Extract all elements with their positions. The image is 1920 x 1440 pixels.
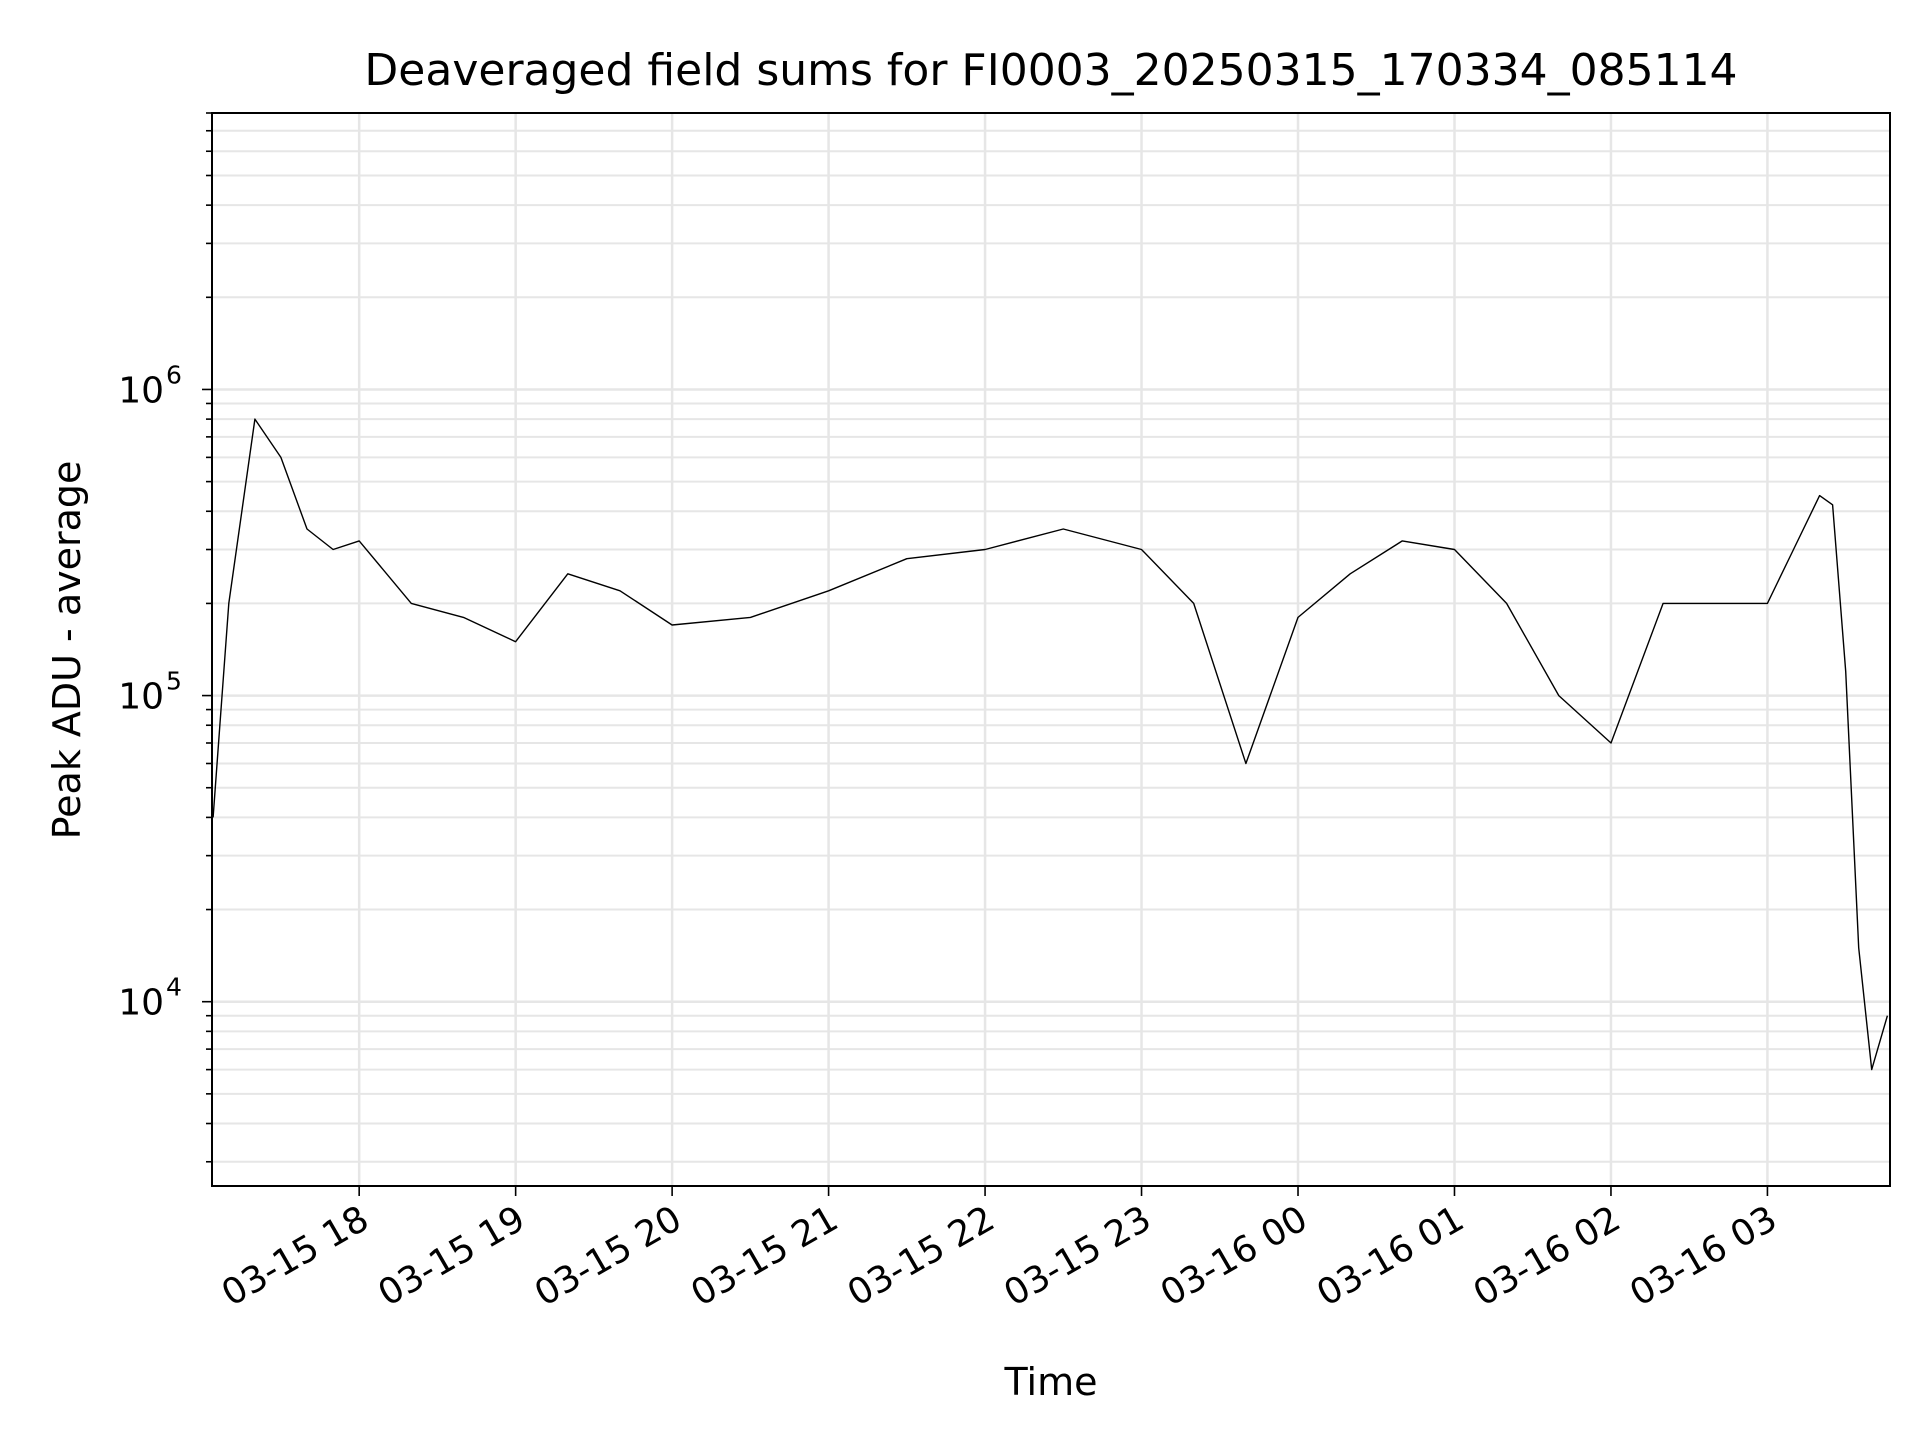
y-tick-label: 10 bbox=[118, 983, 164, 1024]
chart-title: Deaveraged field sums for FI0003_2025031… bbox=[364, 45, 1737, 96]
y-tick-label-exponent: 5 bbox=[166, 667, 182, 696]
plot-frame bbox=[211, 112, 1891, 1187]
series-line-0 bbox=[212, 418, 1889, 1071]
series-line-group bbox=[212, 418, 1889, 1071]
y-tick-label-exponent: 6 bbox=[166, 360, 182, 389]
y-axis-label: Peak ADU - average bbox=[45, 461, 89, 840]
x-axis-label: Time bbox=[1004, 1360, 1098, 1404]
y-tick-label: 10 bbox=[118, 677, 164, 718]
grid bbox=[212, 112, 1890, 1186]
y-tick-label: 10 bbox=[118, 370, 164, 411]
y-tick-label-exponent: 4 bbox=[166, 973, 182, 1002]
